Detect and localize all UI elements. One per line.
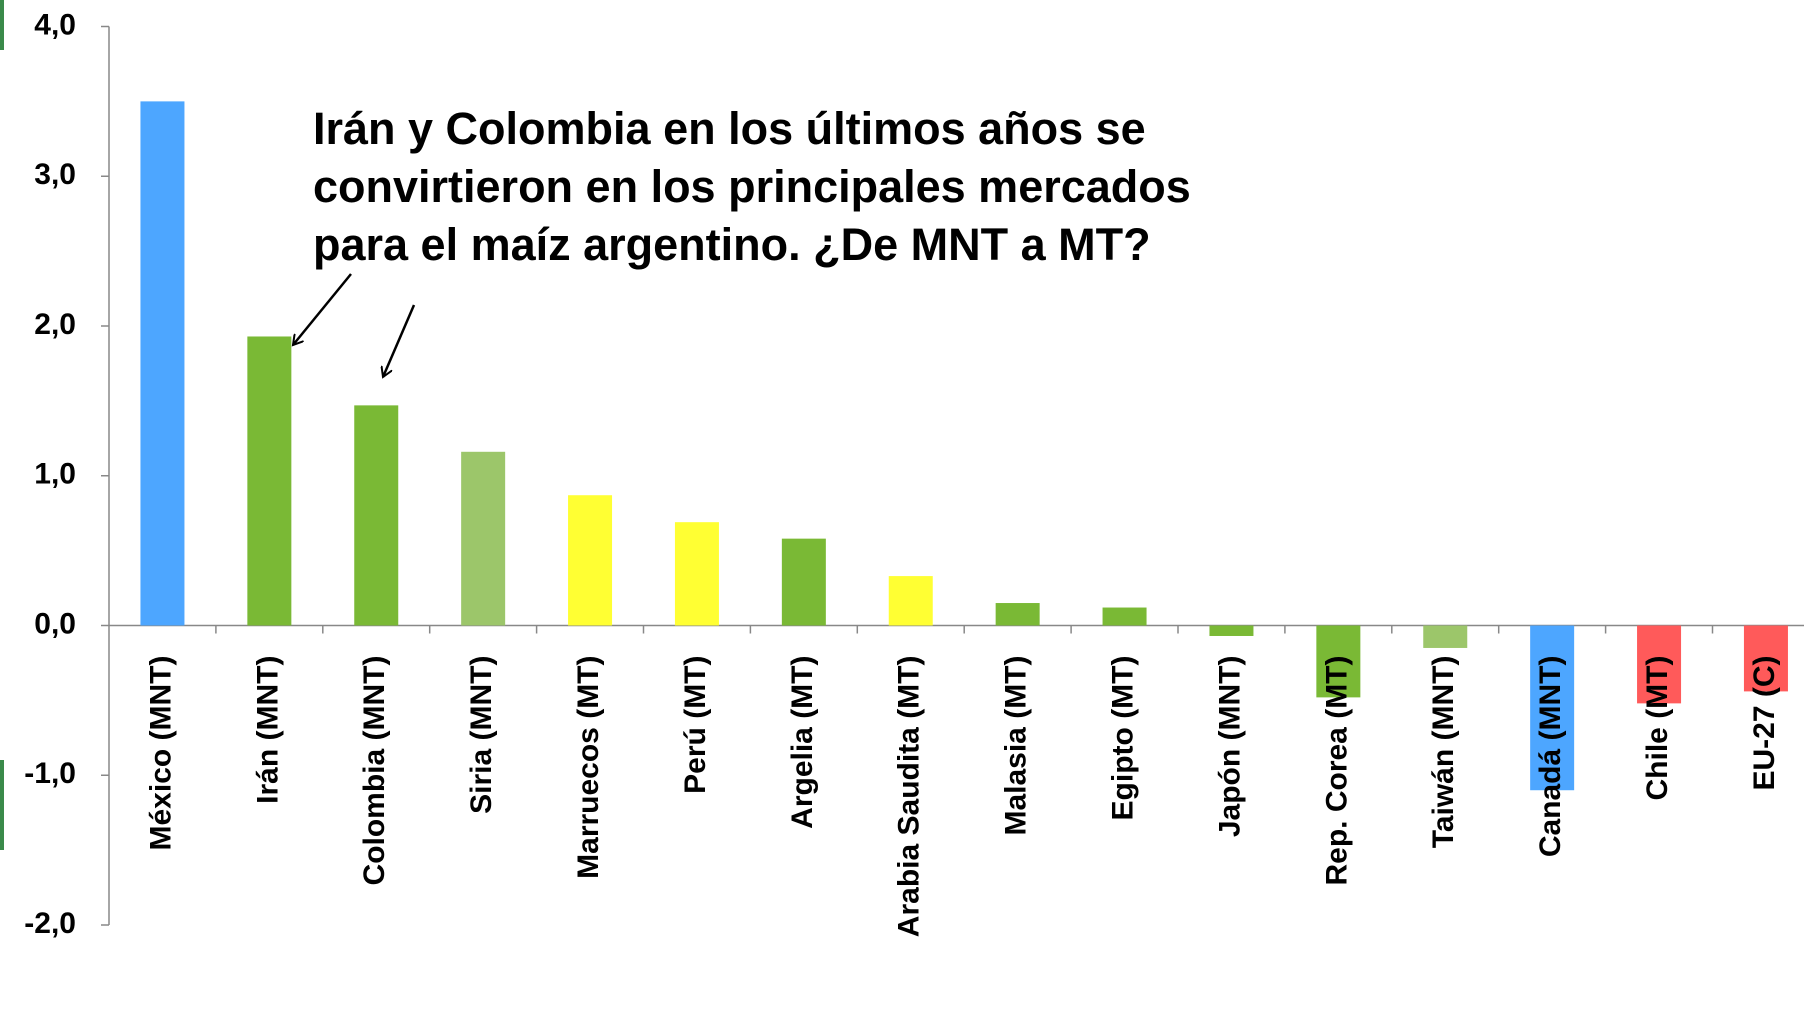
x-tick-label: Canadá (MNT) bbox=[1534, 656, 1567, 858]
arrow bbox=[293, 273, 352, 345]
x-tick-label: México (MNT) bbox=[144, 656, 177, 851]
y-tick-label: 0,0 bbox=[34, 607, 76, 640]
bar bbox=[1637, 625, 1682, 704]
x-tick-label: Malasia (MT) bbox=[1000, 656, 1033, 836]
x-tick-label: Irán (MNT) bbox=[251, 656, 284, 804]
bar bbox=[1423, 625, 1468, 648]
x-tick-label: Arabia Saudita (MT) bbox=[893, 656, 926, 938]
bar bbox=[888, 576, 933, 626]
annotation: Irán y Colombia en los últimos años se bbox=[313, 103, 1146, 154]
x-tick-label: Rep. Corea (MT) bbox=[1320, 656, 1353, 886]
x-tick-label: Perú (MT) bbox=[679, 656, 712, 794]
decoration bbox=[0, 760, 4, 850]
decoration bbox=[0, 0, 4, 50]
bar bbox=[140, 101, 185, 626]
bar bbox=[674, 522, 719, 626]
annotation: para el maíz argentino. ¿De MNT a MT? bbox=[313, 219, 1151, 270]
y-tick-label: -1,0 bbox=[24, 757, 76, 790]
bar bbox=[461, 451, 506, 626]
bar bbox=[1102, 607, 1147, 626]
y-tick-label: 1,0 bbox=[34, 458, 76, 491]
bar bbox=[247, 336, 292, 626]
x-tick-label: EU-27 (C) bbox=[1748, 656, 1781, 791]
bar bbox=[354, 405, 399, 626]
bar bbox=[1316, 625, 1361, 698]
bar bbox=[1209, 625, 1254, 636]
y-tick-label: 2,0 bbox=[34, 308, 76, 341]
x-tick-label: Taiwán (MNT) bbox=[1427, 656, 1460, 849]
y-tick-label: 4,0 bbox=[34, 8, 76, 41]
annotation: convirtieron en los principales mercados bbox=[313, 161, 1191, 212]
x-tick-label: Siria (MNT) bbox=[465, 656, 498, 814]
bar bbox=[995, 603, 1040, 626]
x-tick-label: Colombia (MNT) bbox=[358, 656, 391, 886]
arrow bbox=[383, 304, 416, 377]
bar bbox=[781, 538, 826, 626]
bar bbox=[568, 495, 613, 626]
y-tick-label: 3,0 bbox=[34, 158, 76, 191]
x-tick-label: Marruecos (MT) bbox=[572, 656, 605, 879]
x-tick-label: Egipto (MT) bbox=[1106, 656, 1139, 821]
x-tick-label: Chile (MT) bbox=[1641, 656, 1674, 801]
x-tick-label: Japón (MNT) bbox=[1213, 656, 1246, 838]
bar bbox=[1530, 625, 1575, 791]
y-tick-label: -2,0 bbox=[24, 907, 76, 940]
x-tick-label: Argelia (MT) bbox=[786, 656, 819, 829]
bar bbox=[1743, 625, 1788, 692]
